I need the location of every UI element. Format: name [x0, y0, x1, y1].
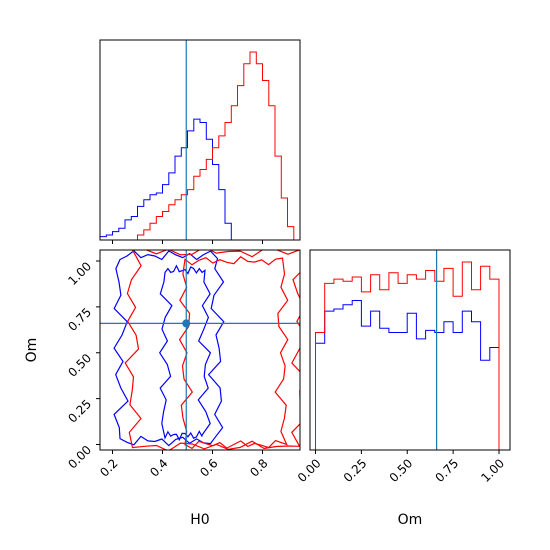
om-x-tick-label: 0.00 [295, 456, 324, 485]
h0-om-contour-panel [96, 249, 301, 454]
contour-blue-inner [158, 264, 212, 442]
contour-group [113, 250, 300, 450]
h0-tick-label: 0.4 [147, 456, 170, 479]
om-y-tick-label: 0.75 [65, 305, 94, 334]
h0-tick-label: 0.8 [247, 456, 270, 479]
histogram-step-blue [310, 300, 510, 451]
truth-point [182, 319, 191, 328]
om-y-tick-label: 0.50 [65, 351, 94, 380]
h0-tick-label: 0.2 [97, 456, 120, 479]
contour-red-main [124, 250, 300, 450]
om-y-tick-label: 0.25 [65, 397, 94, 426]
om-x-tick-label: 0.75 [432, 456, 461, 485]
om-x-tick-label: 0.25 [341, 456, 370, 485]
om-x-tick-label: 0.50 [387, 456, 416, 485]
om-y-tick-labels: 0.00 0.25 0.50 0.75 1.00 [65, 259, 94, 471]
y-axis-label-om: Om [24, 338, 40, 363]
om-hist-frame [309, 249, 511, 451]
om-x-tick-labels: 0.00 0.25 0.50 0.75 1.00 [295, 456, 507, 485]
h0-histogram-panel [99, 39, 301, 244]
om-y-tick-label: 1.00 [65, 259, 94, 288]
histogram-step-red [310, 261, 510, 451]
contour-frame [99, 249, 301, 451]
histogram-step-blue [99, 118, 300, 241]
h0-tick-label: 0.6 [197, 456, 220, 479]
om-histogram-panel [309, 249, 511, 454]
om-x-tick-label: 1.00 [478, 456, 507, 485]
h0-tick-labels: 0.2 0.4 0.6 0.8 [97, 456, 270, 479]
om-y-tick-label: 0.00 [65, 443, 94, 472]
contour-blue-main [113, 250, 225, 447]
contour-red-inner [178, 256, 289, 450]
histogram-step-red [100, 51, 300, 241]
x-axis-label-h0: H0 [190, 512, 209, 528]
h0-hist-frame [99, 39, 301, 241]
x-axis-label-om: Om [398, 512, 423, 528]
